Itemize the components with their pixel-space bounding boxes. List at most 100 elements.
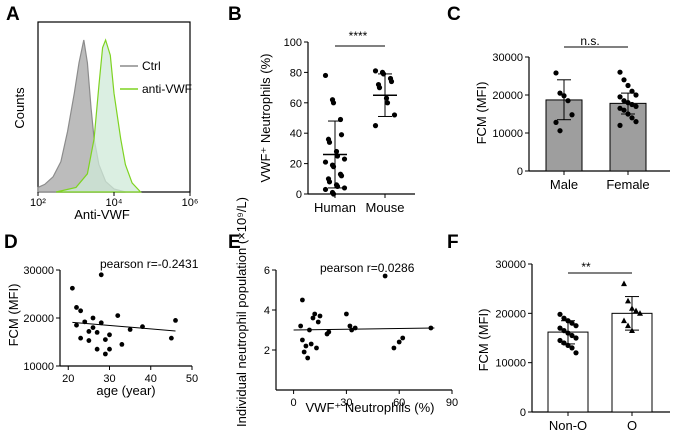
panel-c-x-tick-label: Male xyxy=(550,177,578,192)
panel-e-point xyxy=(326,329,332,335)
panel-b-point xyxy=(326,139,333,145)
panel-c-point xyxy=(629,101,635,108)
panel-b-point xyxy=(341,185,348,191)
panel-b-point xyxy=(330,191,337,197)
panel-b-scatter: VWF⁺ Neutrophils (%) **** 0 20 40 60 80 100 Hu… xyxy=(258,29,415,215)
panel-f-y-tick-label: 0 xyxy=(520,407,526,419)
panel-c-point xyxy=(557,90,563,96)
panel-d-point xyxy=(102,337,108,342)
panel-b-point xyxy=(338,173,345,179)
panel-c-point xyxy=(553,119,559,125)
panel-letter-d: D xyxy=(4,232,18,253)
panel-d-point xyxy=(78,335,84,341)
panel-e-point xyxy=(307,327,312,333)
panel-d-trend-line xyxy=(72,321,176,332)
panel-d-point xyxy=(102,351,108,357)
panel-a-x-tick-label: 10⁴ xyxy=(106,197,123,209)
panel-e-point xyxy=(400,335,406,341)
panel-a-x-tick-label: 10⁶ xyxy=(182,197,199,209)
panel-d-point xyxy=(74,305,79,310)
panel-d-x-tick-label: 40 xyxy=(145,373,157,385)
panel-e-point xyxy=(312,311,318,317)
panel-b-y-tick-label: 40 xyxy=(290,128,302,140)
panel-c-point xyxy=(633,103,639,109)
panel-e-point xyxy=(347,323,353,329)
panel-a-series-antivwf xyxy=(55,38,142,193)
panel-f-y-tick-label: 20000 xyxy=(495,308,526,320)
panel-e-point xyxy=(428,325,434,331)
panel-c-point xyxy=(561,93,567,99)
panel-b-y-tick-label: 100 xyxy=(284,37,302,49)
panel-b-y-tick-label: 20 xyxy=(290,159,302,171)
panel-d-point xyxy=(74,322,79,328)
panel-b-point xyxy=(326,179,333,185)
panel-d-x-tick-label: 30 xyxy=(103,373,115,385)
panel-e-scatter: Individual neutrophil population (×10⁹/L… xyxy=(234,197,458,427)
panel-e-x-tick-label: 0 xyxy=(291,397,297,409)
panel-b-y-tick-label: 60 xyxy=(290,98,302,110)
panel-e-point xyxy=(396,339,402,345)
panel-c-point xyxy=(621,98,627,104)
panel-d-point xyxy=(140,324,145,330)
panel-b-point xyxy=(330,100,337,106)
panel-c-point xyxy=(633,119,639,125)
panel-b-point xyxy=(376,85,383,91)
panel-d-y-tick-label: 10000 xyxy=(23,361,54,373)
panel-d-point xyxy=(107,346,112,352)
panel-a-xlabel: Anti-VWF xyxy=(74,207,130,222)
panel-f-point xyxy=(561,315,567,321)
panel-f-point xyxy=(557,325,563,331)
panel-f-point xyxy=(625,322,631,329)
panel-f-ylabel: FCM (MFI) xyxy=(476,309,491,372)
panel-b-point xyxy=(388,78,395,85)
panel-d-point xyxy=(119,342,125,347)
panel-d-point xyxy=(86,338,92,343)
panel-e-point xyxy=(303,343,309,349)
panel-e-y-tick-label: 2 xyxy=(264,345,270,357)
panel-a-x-tick-label: 10² xyxy=(30,197,46,209)
panel-d-x-tick-label: 50 xyxy=(186,373,198,385)
panel-d-point xyxy=(98,320,104,326)
panel-e-point xyxy=(305,355,311,361)
panel-c-point xyxy=(625,100,631,106)
panel-f-point xyxy=(573,350,579,356)
panel-e-point xyxy=(382,273,388,279)
panel-e-ylabel: Individual neutrophil population (×10⁹/L… xyxy=(234,197,249,427)
panel-a-histogram: Counts Anti-VWF 10² 10⁴ 10⁶ Ctrl anti-VWF xyxy=(12,21,199,222)
panel-b-significance: **** xyxy=(349,29,368,43)
panel-b-point xyxy=(341,156,348,162)
panel-c-y-tick-label: 0 xyxy=(517,166,523,178)
panel-b-point xyxy=(338,132,345,138)
panel-e-point xyxy=(349,327,355,333)
panel-letter-f: F xyxy=(447,232,459,253)
panel-e-trend-line xyxy=(293,327,435,331)
panel-c-point xyxy=(621,77,627,83)
panel-d-y-tick-label: 30000 xyxy=(23,265,54,277)
panel-c-point xyxy=(617,94,623,100)
panel-e-point xyxy=(352,325,358,331)
panel-a-ylabel: Counts xyxy=(12,87,27,129)
panel-e-point xyxy=(300,297,305,303)
panel-e-point xyxy=(298,323,304,329)
panel-f-point xyxy=(557,337,563,344)
panel-b-point xyxy=(372,68,379,74)
panel-f-point xyxy=(629,327,635,333)
panel-b-point xyxy=(384,100,391,106)
panel-f-x-tick-label: Non-O xyxy=(549,418,587,433)
panel-c-significance: n.s. xyxy=(580,34,599,48)
panel-b-point xyxy=(372,123,379,129)
panel-f-point xyxy=(561,340,567,346)
panel-f-point xyxy=(565,318,571,324)
panel-f-point xyxy=(557,311,563,317)
panel-f-point xyxy=(573,323,579,329)
panel-e-point xyxy=(315,319,321,325)
panel-e-x-tick-label: 30 xyxy=(340,397,352,409)
panel-c-point xyxy=(625,111,631,117)
panel-f-point xyxy=(561,328,567,334)
panel-d-scatter: FCM (MFI) age (year) pearson r=-0.2431 1… xyxy=(6,257,199,398)
panel-d-point xyxy=(98,272,104,278)
panel-c-point xyxy=(553,70,559,76)
panel-d-point xyxy=(86,329,92,334)
panel-d-point xyxy=(94,330,100,335)
